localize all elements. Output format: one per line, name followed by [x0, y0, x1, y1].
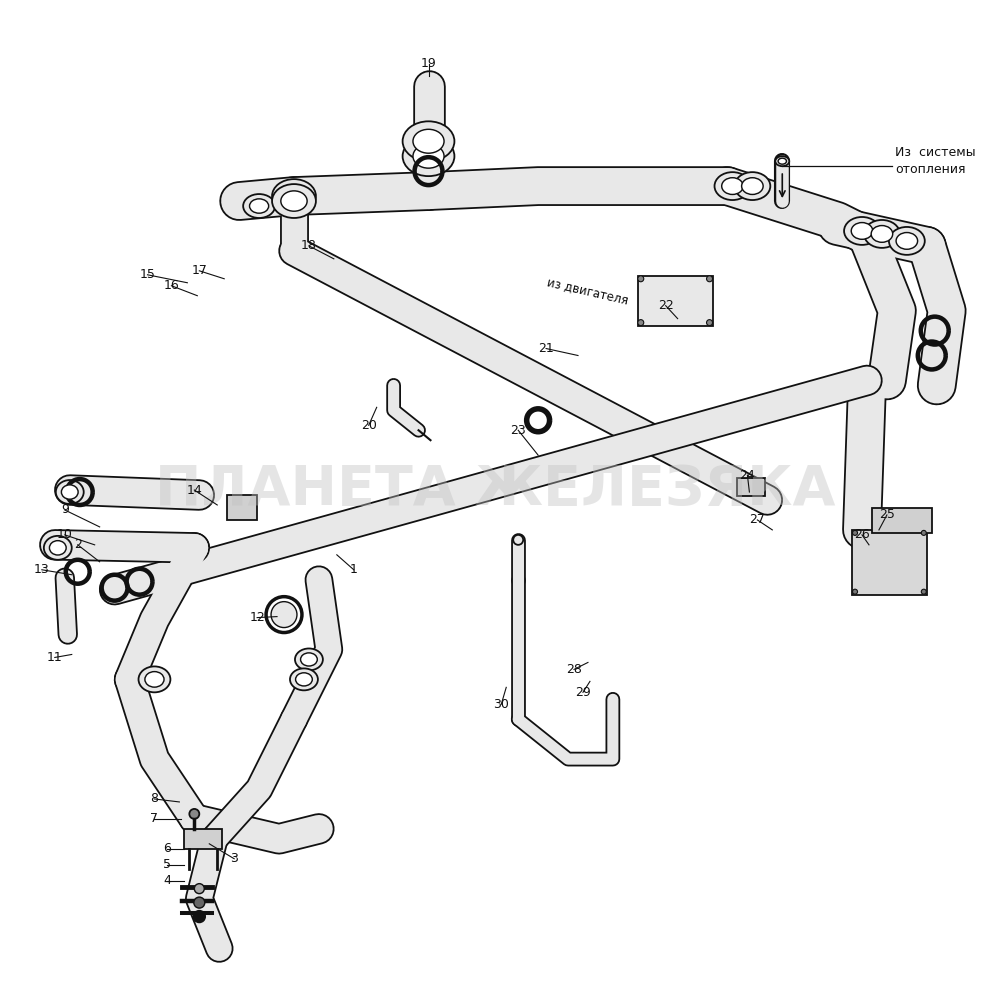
Ellipse shape: [403, 136, 454, 176]
Circle shape: [637, 320, 643, 326]
Text: 10: 10: [57, 528, 73, 541]
Text: 9: 9: [61, 503, 69, 516]
Text: 1: 1: [350, 563, 358, 576]
Text: 12: 12: [248, 611, 264, 624]
Text: 14: 14: [186, 484, 202, 497]
Text: Из  системы
отопления: Из системы отопления: [894, 146, 974, 176]
Circle shape: [513, 535, 523, 545]
Circle shape: [193, 911, 205, 923]
Ellipse shape: [734, 172, 769, 200]
Ellipse shape: [271, 184, 315, 218]
Ellipse shape: [271, 179, 315, 213]
Text: 22: 22: [657, 299, 673, 312]
Bar: [637, 276, 712, 326]
Text: 25: 25: [878, 508, 894, 521]
Ellipse shape: [741, 178, 762, 194]
Circle shape: [270, 602, 296, 628]
Ellipse shape: [851, 223, 872, 239]
Bar: [184, 829, 222, 849]
Text: 16: 16: [163, 279, 179, 292]
Text: 29: 29: [575, 686, 590, 699]
Ellipse shape: [56, 480, 83, 504]
Ellipse shape: [714, 172, 749, 200]
Text: 26: 26: [853, 528, 869, 541]
Circle shape: [637, 276, 643, 282]
Ellipse shape: [888, 227, 923, 255]
Ellipse shape: [896, 233, 916, 249]
Ellipse shape: [863, 220, 899, 248]
Text: 3: 3: [230, 852, 238, 865]
Ellipse shape: [843, 217, 879, 245]
Text: 7: 7: [150, 812, 158, 825]
Ellipse shape: [50, 541, 67, 555]
Ellipse shape: [289, 668, 317, 690]
Text: 11: 11: [47, 651, 63, 664]
Ellipse shape: [138, 666, 170, 692]
Text: 2: 2: [74, 538, 82, 551]
Text: 21: 21: [538, 342, 554, 355]
Ellipse shape: [249, 199, 268, 213]
Text: 20: 20: [361, 419, 377, 432]
Circle shape: [852, 589, 857, 594]
Ellipse shape: [403, 121, 454, 161]
Text: 6: 6: [163, 842, 171, 855]
Circle shape: [920, 589, 925, 594]
Ellipse shape: [280, 191, 307, 211]
Ellipse shape: [777, 158, 785, 164]
Circle shape: [852, 530, 857, 535]
Circle shape: [920, 530, 925, 535]
Text: 27: 27: [748, 513, 764, 526]
Ellipse shape: [413, 144, 443, 168]
Bar: [851, 530, 925, 595]
Ellipse shape: [294, 648, 322, 670]
Ellipse shape: [413, 129, 443, 153]
Text: 17: 17: [191, 264, 207, 277]
Text: 19: 19: [420, 57, 436, 70]
Bar: [871, 508, 930, 533]
Ellipse shape: [871, 226, 892, 242]
Text: из двигателя: из двигателя: [546, 275, 629, 306]
Ellipse shape: [300, 653, 317, 666]
Text: 18: 18: [301, 239, 316, 252]
Text: 28: 28: [566, 663, 581, 676]
Text: 5: 5: [163, 858, 171, 871]
Text: 30: 30: [493, 698, 509, 711]
Text: 23: 23: [510, 424, 526, 437]
Circle shape: [194, 884, 204, 894]
Text: 8: 8: [150, 792, 158, 805]
Ellipse shape: [145, 672, 164, 687]
Circle shape: [189, 809, 199, 819]
Circle shape: [706, 320, 712, 326]
Text: ПЛАНЕТА ЖЕЛЕЗЯКА: ПЛАНЕТА ЖЕЛЕЗЯКА: [155, 463, 835, 517]
Ellipse shape: [721, 178, 743, 194]
Ellipse shape: [774, 156, 788, 166]
Ellipse shape: [62, 485, 79, 499]
Text: 13: 13: [34, 563, 50, 576]
Text: 24: 24: [739, 469, 754, 482]
Ellipse shape: [243, 194, 274, 218]
Circle shape: [706, 276, 712, 282]
Bar: [737, 478, 764, 496]
Text: 15: 15: [139, 268, 155, 281]
Circle shape: [194, 897, 205, 908]
Ellipse shape: [295, 673, 312, 686]
Text: 4: 4: [163, 874, 171, 887]
Ellipse shape: [280, 186, 307, 206]
Bar: [227, 495, 256, 520]
Ellipse shape: [44, 536, 72, 560]
